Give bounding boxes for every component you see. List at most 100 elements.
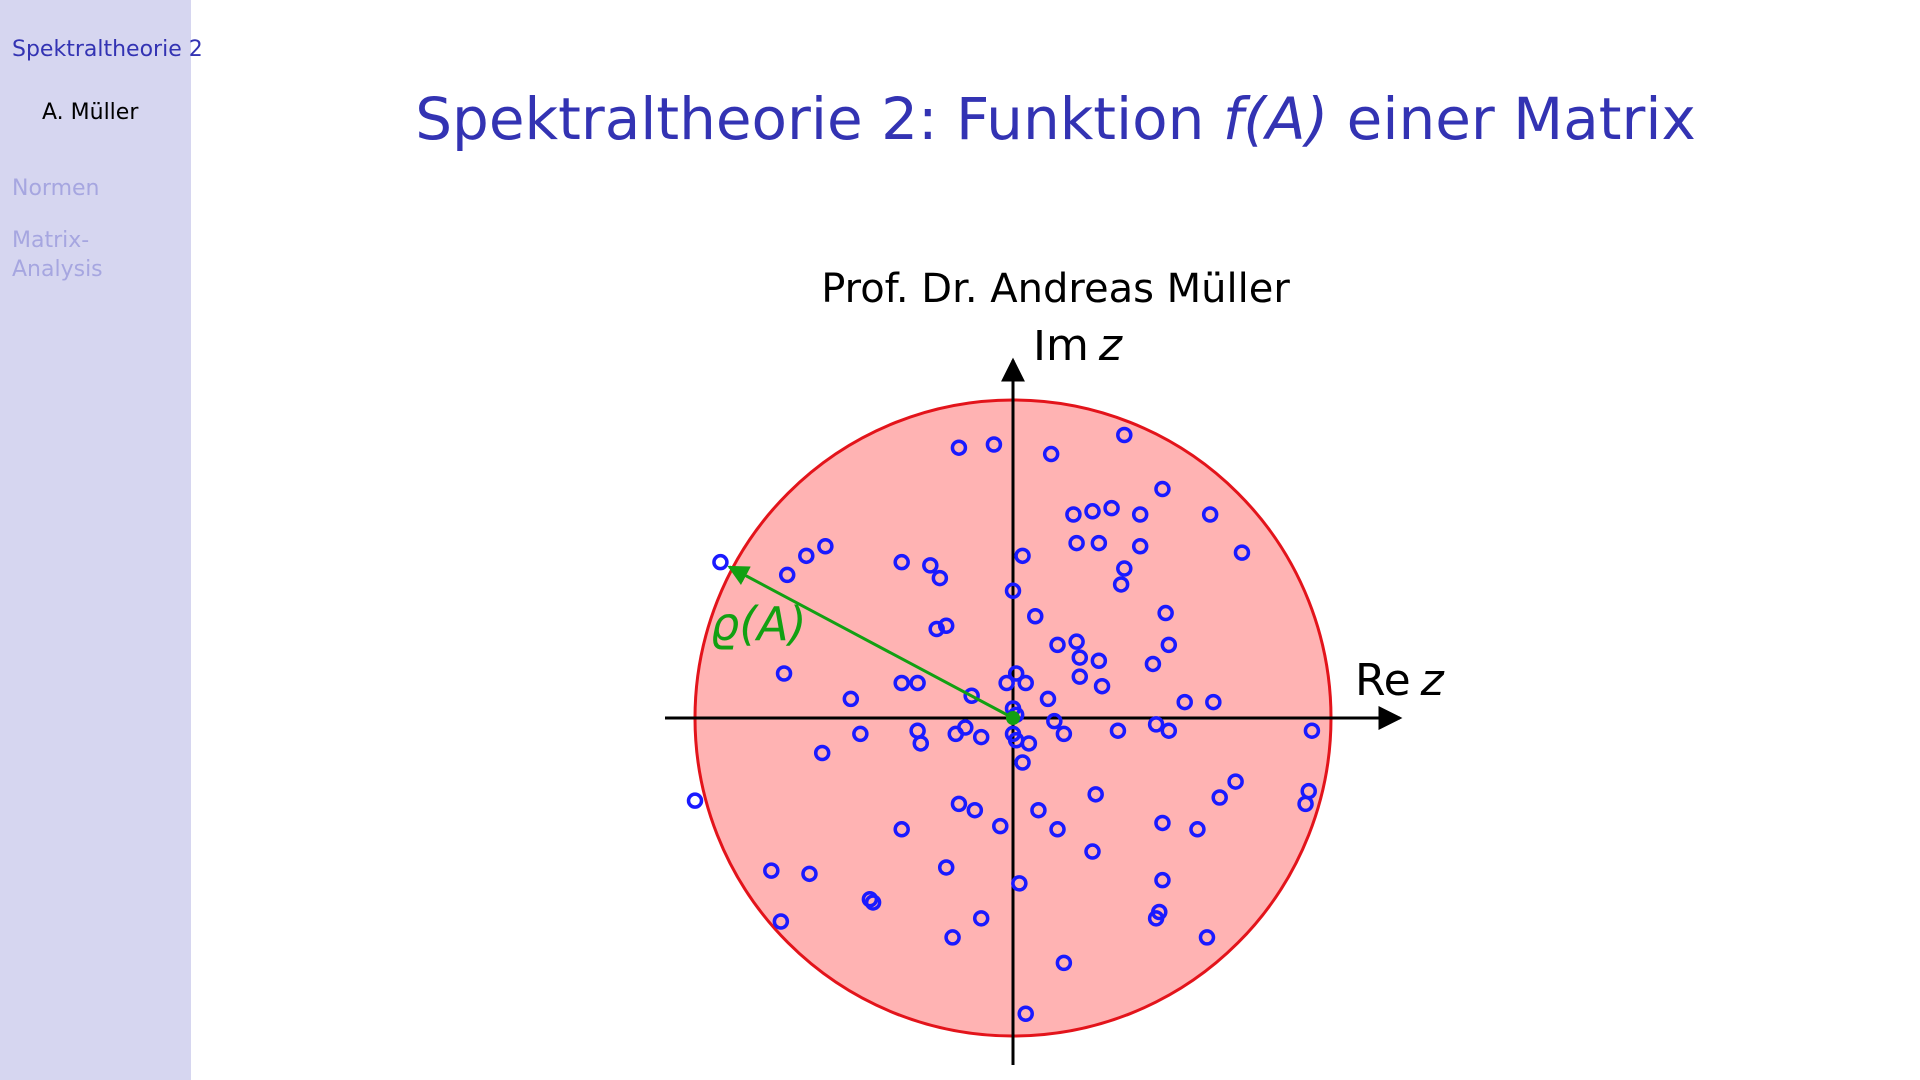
spectrum-diagram: Im z Re z ϱ(A) (665, 330, 1445, 1065)
eigenvalue-point (1087, 786, 1104, 803)
eigenvalue-point (893, 674, 910, 692)
slide-title-prefix: Spektraltheorie 2: Funktion (415, 85, 1223, 153)
eigenvalue-point (957, 719, 974, 736)
sidebar-author: A. Müller (42, 100, 139, 125)
eigenvalue-point (1176, 693, 1193, 711)
eigenvalue-point (937, 859, 955, 876)
eigenvalue-point (1116, 560, 1133, 577)
eigenvalue-point (1068, 633, 1085, 650)
eigenvalue-point (1090, 534, 1108, 552)
spectral-radius-label: ϱ(A) (710, 597, 807, 651)
eigenvalue-point (1084, 503, 1101, 520)
eigenvalue-point (1154, 480, 1171, 498)
eigenvalue-point (852, 725, 869, 743)
eigenvalue-point (1189, 821, 1206, 838)
eigenvalue-point (893, 821, 910, 838)
eigenvalue-point (861, 891, 879, 908)
im-axis-label: Im z (1033, 330, 1123, 371)
eigenvalue-point (763, 862, 780, 879)
eigenvalue-point (864, 894, 882, 911)
eigenvalue-point (972, 910, 990, 927)
eigenvalue-point (1065, 506, 1082, 523)
eigenvalue-point (1055, 954, 1073, 972)
eigenvalue-point (893, 553, 910, 571)
eigenvalue-point (1198, 929, 1216, 946)
eigenvalue-point (1154, 814, 1171, 832)
eigenvalue-point (1131, 506, 1149, 523)
eigenvalue-point (1093, 677, 1111, 695)
eigenvalue-point (686, 792, 704, 809)
eigenvalue-point (1084, 843, 1101, 860)
eigenvalue-point (1049, 821, 1066, 838)
eigenvalue-point (1160, 636, 1178, 654)
slide-title-suffix: einer Matrix (1328, 85, 1696, 153)
sidebar: Spektraltheorie 2 A. Müller Normen Matri… (0, 0, 203, 1080)
eigenvalue-point (944, 929, 961, 946)
spectral-radius-arrow (727, 565, 1014, 720)
re-label-text: Re (1355, 655, 1411, 706)
eigenvalue-point (992, 817, 1009, 835)
eigenvalue-point (1042, 445, 1060, 463)
re-axis-label: Re z (1355, 655, 1445, 706)
eigenvalue-point (1049, 636, 1066, 654)
eigenvalue-point (950, 795, 968, 813)
eigenvalue-point (1046, 712, 1063, 730)
eigenvalue-point (909, 674, 926, 692)
eigenvalue-point (798, 547, 815, 565)
eigenvalue-point (922, 557, 939, 574)
eigenvalue-point (1116, 426, 1133, 444)
eigenvalue-point (1147, 716, 1165, 733)
slide-title: Spektraltheorie 2: Funktion f(A) einer M… (191, 85, 1920, 153)
eigenvalue-point (1030, 801, 1047, 819)
eigenvalue-point (950, 439, 968, 456)
eigenvalue-point (1151, 903, 1168, 921)
eigenvalue-point (842, 690, 860, 708)
eigenvalue-point (817, 538, 834, 555)
eigenvalue-point (1027, 607, 1044, 625)
eigenvalue-point (801, 865, 818, 883)
eigenvalue-points (686, 426, 1321, 1022)
sidebar-nav: Normen Matrix-Analysis (12, 174, 162, 307)
eigenvalue-point (912, 735, 930, 752)
eigenvalue-point (931, 569, 949, 587)
eigenvalue-point (1201, 506, 1219, 523)
eigenvalue-point (712, 553, 729, 571)
eigenvalue-point (1103, 499, 1120, 517)
eigenvalue-point (1131, 538, 1149, 555)
eigenvalue-point (1303, 722, 1321, 739)
eigenvalue-point (1017, 674, 1034, 692)
im-label-var: z (1098, 330, 1123, 371)
eigenvalue-point (1157, 604, 1174, 622)
eigenvalue-point (937, 617, 955, 635)
eigenvalue-point (998, 674, 1015, 692)
eigenvalue-point (1297, 795, 1314, 813)
sidebar-title[interactable]: Spektraltheorie 2 (12, 37, 203, 62)
origin-point (1006, 711, 1020, 725)
sidebar-item-matrix-analysis[interactable]: Matrix-Analysis (12, 228, 103, 282)
eigenvalue-point (1160, 722, 1178, 739)
eigenvalue-point (778, 566, 796, 584)
eigenvalue-point (1068, 534, 1085, 552)
eigenvalue-point (1007, 665, 1025, 682)
eigenvalue-point (1014, 547, 1031, 565)
eigenvalue-point (1017, 1005, 1034, 1022)
eigenvalue-point (1227, 773, 1244, 790)
eigenvalue-point (1109, 722, 1127, 739)
eigenvalue-point (1014, 754, 1031, 771)
sidebar-item-normen[interactable]: Normen (12, 176, 100, 201)
eigenvalue-point (1112, 576, 1130, 593)
eigenvalue-point (1011, 875, 1028, 892)
eigenvalue-point (1004, 582, 1022, 600)
eigenvalue-point (1071, 668, 1089, 685)
eigenvalue-point (1144, 655, 1162, 673)
eigenvalue-point (1233, 544, 1251, 561)
slide-title-math: f(A) (1222, 85, 1329, 153)
eigenvalue-point (1211, 789, 1228, 806)
eigenvalue-point (966, 801, 984, 819)
eigenvalue-point (772, 913, 790, 930)
re-label-var: z (1420, 655, 1445, 706)
eigenvalue-point (775, 665, 793, 682)
eigenvalue-point (928, 620, 945, 638)
eigenvalue-point (1090, 652, 1108, 670)
eigenvalue-point (963, 687, 980, 704)
